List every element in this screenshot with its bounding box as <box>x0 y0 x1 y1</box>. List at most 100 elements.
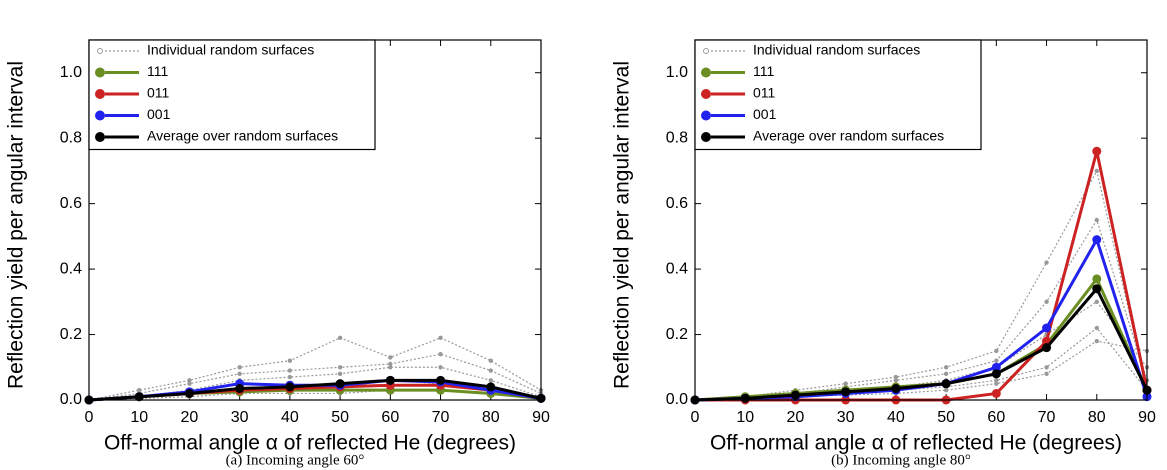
surface-line-marker <box>388 365 393 370</box>
surface-line-marker <box>1044 299 1049 305</box>
series-line-marker <box>991 369 1001 379</box>
legend-marker <box>95 132 105 142</box>
x-axis-label: Off-normal angle α of reflected He (degr… <box>104 432 516 455</box>
legend-marker <box>701 67 711 78</box>
y-tick-label: 1.0 <box>60 64 82 81</box>
x-tick-label: 20 <box>787 409 805 426</box>
x-tick-label: 0 <box>691 409 700 426</box>
x-tick-label: 40 <box>281 409 299 426</box>
surface-line-marker <box>438 365 443 370</box>
surface-line-marker <box>994 348 999 354</box>
series-line-marker <box>235 384 245 394</box>
legend-label: 011 <box>147 85 170 101</box>
surface-line-marker <box>893 378 899 383</box>
surface-line-marker <box>337 371 343 377</box>
series-line-marker <box>1092 274 1102 284</box>
x-tick-label: 90 <box>532 409 550 426</box>
surface-line-marker <box>943 365 949 370</box>
caption: (a) Incoming angle 60° <box>226 452 365 468</box>
series-line-marker <box>1092 284 1102 294</box>
legend-marker <box>701 89 711 99</box>
surface-line-marker <box>438 351 443 357</box>
x-tick-label: 20 <box>181 409 199 426</box>
legend-label: Individual random surfaces <box>147 42 314 58</box>
surface-line-marker <box>337 335 343 341</box>
y-tick-label: 0.0 <box>666 391 688 408</box>
y-axis-label: Reflection yield per angular interval <box>5 61 28 389</box>
surface-line-marker <box>488 368 493 373</box>
series-line <box>695 150 1149 402</box>
surface-line-marker <box>187 381 192 386</box>
series-line-marker <box>385 375 395 385</box>
legend-marker <box>703 48 709 54</box>
legend-label: Individual random surfaces <box>753 42 920 58</box>
legend-label: 001 <box>147 106 171 122</box>
x-tick-label: 90 <box>1138 409 1156 426</box>
surface-line-marker <box>1094 325 1099 331</box>
x-tick-label: 70 <box>432 409 450 426</box>
surface-line-marker <box>237 365 242 370</box>
x-tick-label: 10 <box>130 409 148 426</box>
series-line-marker <box>740 393 750 403</box>
y-tick-label: 0.2 <box>60 326 82 343</box>
series-line-marker <box>991 388 1001 398</box>
surface-line <box>694 169 1148 401</box>
legend-marker <box>95 67 105 78</box>
surface-line-marker <box>187 378 192 383</box>
y-tick-label: 0.0 <box>60 391 82 408</box>
surface-line-marker <box>1094 338 1099 344</box>
y-tick-label: 1.0 <box>666 64 688 81</box>
x-tick-label: 30 <box>837 409 855 426</box>
surface-line-marker <box>1044 365 1049 370</box>
x-tick-label: 0 <box>85 409 94 426</box>
x-tick-label: 60 <box>987 409 1005 426</box>
x-axis-label: Off-normal angle α of reflected He (degr… <box>710 432 1122 455</box>
y-tick-label: 0.6 <box>60 195 82 212</box>
series-line-marker <box>184 388 194 398</box>
x-tick-label: 10 <box>736 409 754 426</box>
series-line-marker <box>335 379 345 389</box>
legend-marker <box>95 110 105 121</box>
surface-line <box>694 327 1148 401</box>
series-line-marker <box>1042 343 1052 353</box>
series-line-marker <box>841 387 851 397</box>
y-tick-label: 0.4 <box>666 260 688 277</box>
x-tick-label: 80 <box>1088 409 1106 426</box>
y-tick-label: 0.6 <box>666 195 688 212</box>
y-tick-label: 0.4 <box>60 260 82 277</box>
surface-line-marker <box>1044 260 1049 265</box>
series-line-marker <box>941 379 951 389</box>
y-tick-label: 0.2 <box>666 326 688 343</box>
surface-line-marker <box>287 368 293 373</box>
legend: Individual random surfaces 111 011 001 Avera… <box>88 39 376 151</box>
surface-line-marker <box>1044 371 1049 377</box>
surface-line-marker <box>287 374 293 380</box>
series-line-marker <box>1042 323 1052 333</box>
x-tick-label: 40 <box>887 409 905 426</box>
legend: Individual random surfaces 111 011 001 Avera… <box>694 39 982 151</box>
y-axis-label: Reflection yield per angular interval <box>611 61 634 389</box>
y-tick-label: 0.8 <box>60 129 82 146</box>
surface-line-marker <box>137 387 142 393</box>
series-line-marker <box>285 382 295 392</box>
series-line-marker <box>891 384 901 394</box>
surface-line-marker <box>1094 299 1099 305</box>
legend-label: 111 <box>753 63 774 79</box>
surface-line-marker <box>237 371 242 377</box>
series-line <box>88 378 542 402</box>
surface-line-marker <box>488 358 493 363</box>
surface-line <box>694 340 1148 401</box>
surface-line-marker <box>1094 217 1099 223</box>
surface-line-marker <box>388 361 393 367</box>
legend-label: 111 <box>147 63 168 79</box>
series-line-marker <box>486 382 496 392</box>
x-tick-label: 30 <box>231 409 249 426</box>
surface-line-marker <box>994 381 999 386</box>
series-line-marker <box>1092 146 1102 156</box>
x-tick-label: 60 <box>381 409 399 426</box>
y-tick-label: 0.8 <box>666 129 688 146</box>
legend-marker <box>95 89 105 99</box>
surface-line-marker <box>438 335 443 341</box>
caption: (b) Incoming angle 80° <box>831 452 971 468</box>
